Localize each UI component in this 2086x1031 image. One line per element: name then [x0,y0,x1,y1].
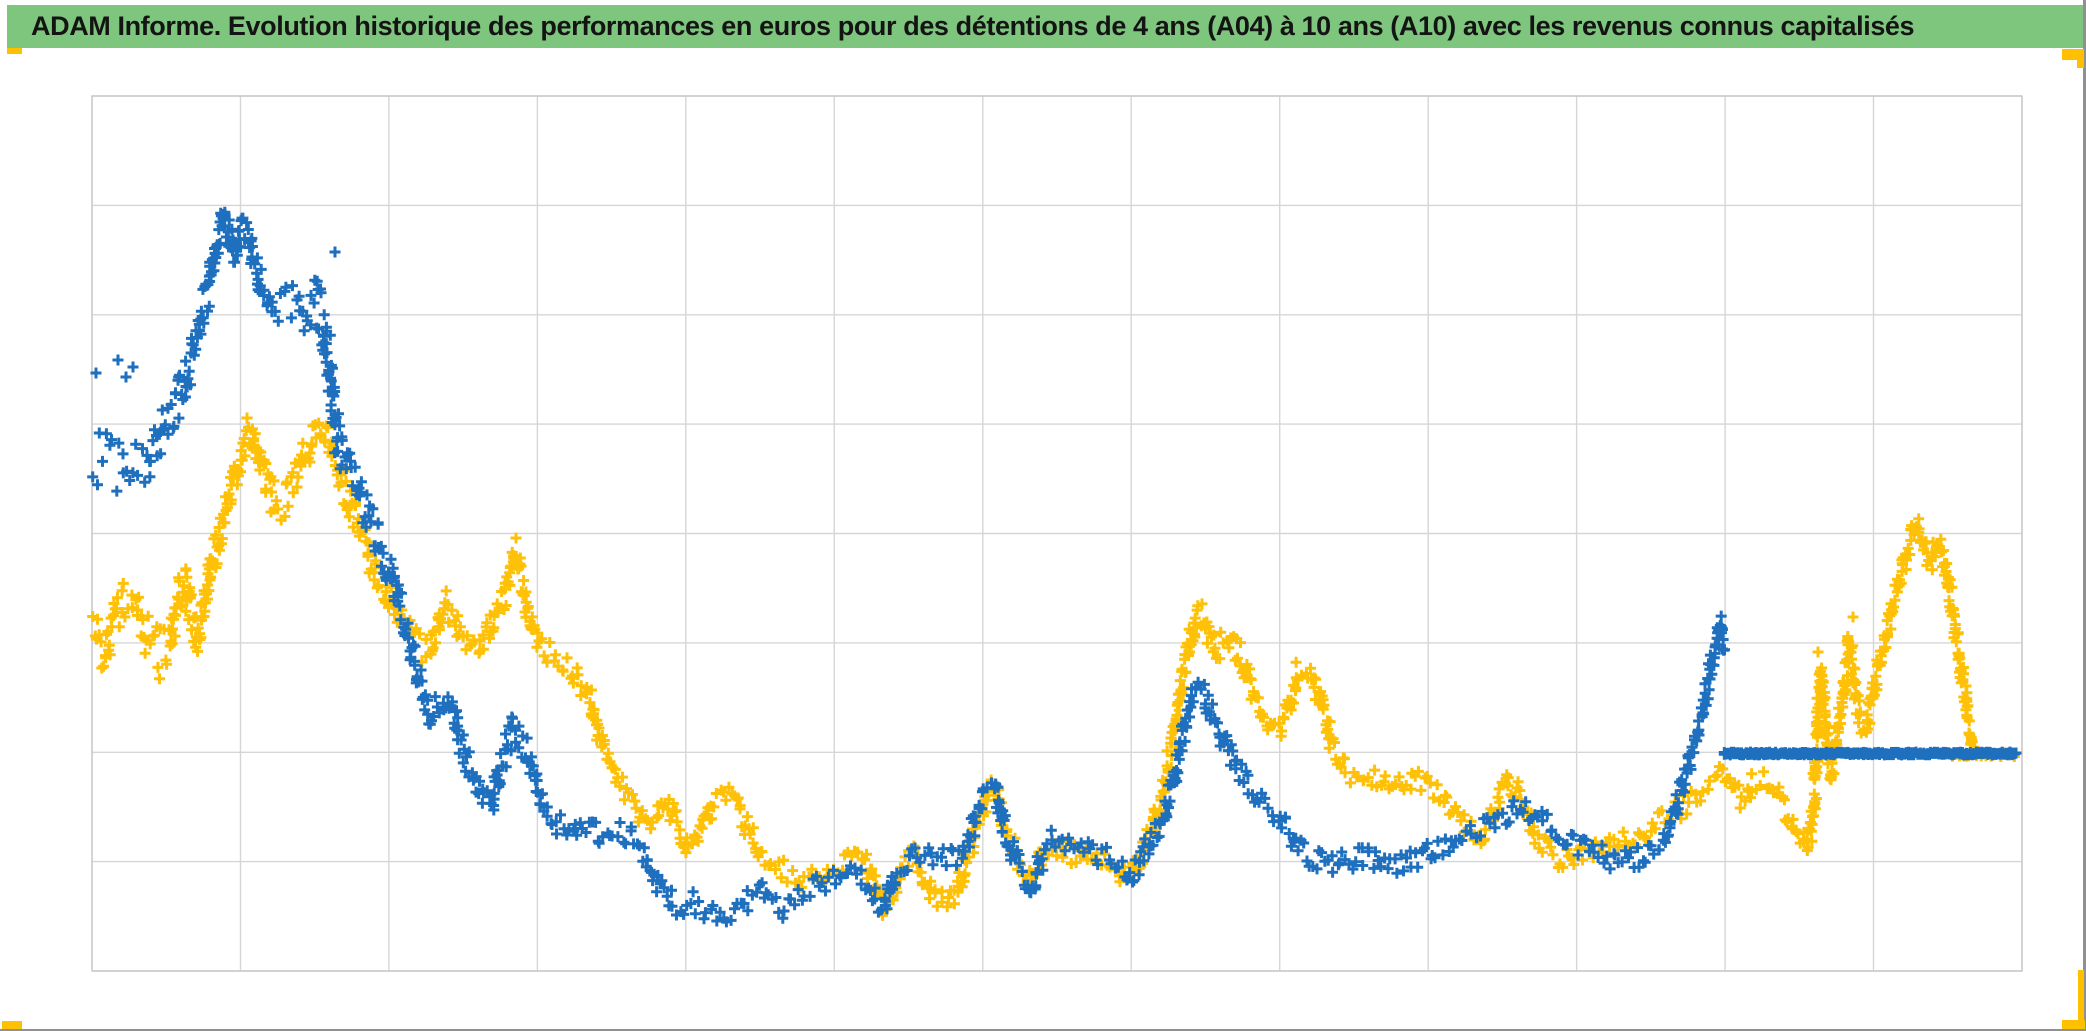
title-bar[interactable]: ADAM Informe. Evolution historique des p… [7,5,2083,48]
yellow-border-corner-top-right-v [2077,49,2084,68]
sheet-column-gridline [2083,0,2086,1031]
yellow-border-corner-top-right [2062,49,2083,60]
serie-jaune-markers [87,412,2020,921]
yellow-border-foot-bottom-right [2062,1020,2085,1029]
yellow-border-stub-bottom-left [2,1021,22,1029]
yellow-border-stub-top-left [7,48,22,54]
sheet-row-gridline [0,1029,2086,1031]
chart-object[interactable] [0,48,2086,1031]
serie-bleue-markers [87,206,2022,928]
page-title: ADAM Informe. Evolution historique des p… [31,11,1915,41]
scatter-plot [87,95,2023,972]
plot-border [91,95,2023,972]
yellow-border-edge-bottom-right [2078,970,2084,1029]
